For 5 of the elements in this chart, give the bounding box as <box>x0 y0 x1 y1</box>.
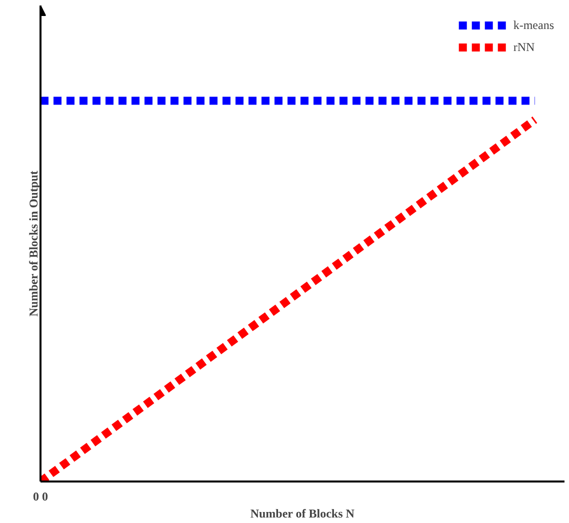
text: 0 0 <box>33 490 48 504</box>
x-axis-title: Number of Blocks N <box>250 506 355 520</box>
legend-label: k-means <box>513 18 554 32</box>
y-axis-title: Number of Blocks in Output <box>26 170 40 317</box>
legend-label: rNN <box>513 40 535 54</box>
